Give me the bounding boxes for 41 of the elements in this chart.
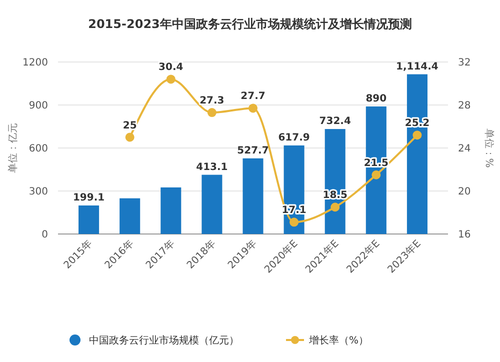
y-tick-label: 0: [42, 230, 48, 240]
y2-tick-label: 16: [458, 230, 471, 240]
point: [125, 132, 134, 142]
legend-label: 增长率（%）: [308, 334, 369, 346]
y2-tick-label: 32: [458, 58, 471, 68]
data-label: 1,114.4: [396, 61, 438, 72]
bar: [242, 158, 264, 234]
data-label: 413.1: [196, 162, 228, 173]
data-label: 27.3: [200, 96, 224, 107]
data-label: 27.7: [240, 91, 266, 102]
data-label: 617.9: [278, 132, 310, 144]
y-tick-label: 1200: [22, 58, 48, 68]
data-label: 527.7: [237, 145, 269, 156]
point: [207, 108, 216, 118]
data-label: 199.1: [72, 192, 105, 204]
bar: [78, 205, 100, 234]
y2-tick-label: 28: [458, 100, 471, 112]
y-tick-label: 600: [28, 144, 48, 154]
y2-axis-title: 单位：%: [483, 128, 495, 168]
point: [166, 74, 176, 84]
legend-label: 中国政务云行业市场规模（亿元）: [89, 334, 239, 346]
bar: [120, 198, 140, 234]
y-axis-title: 单位：亿元: [7, 123, 19, 173]
data-label: 732.4: [319, 116, 351, 128]
bar: [366, 106, 386, 234]
y2-tick-label: 20: [458, 186, 471, 198]
bar: [406, 74, 428, 234]
chart-title: 2015-2023年中国政务云行业市场规模统计及增长情况预测: [88, 17, 412, 31]
point: [372, 170, 381, 180]
data-label: 890: [366, 93, 387, 104]
point: [290, 218, 299, 227]
point: [248, 104, 258, 113]
data-label: 30.4: [158, 62, 184, 74]
y2-tick-label: 24: [458, 144, 471, 154]
point: [412, 130, 422, 140]
point: [330, 202, 340, 212]
bar: [202, 174, 222, 234]
y-tick-label: 300: [28, 186, 48, 198]
y-tick-label: 900: [28, 100, 48, 112]
bar: [160, 187, 182, 234]
bar: [324, 129, 346, 234]
